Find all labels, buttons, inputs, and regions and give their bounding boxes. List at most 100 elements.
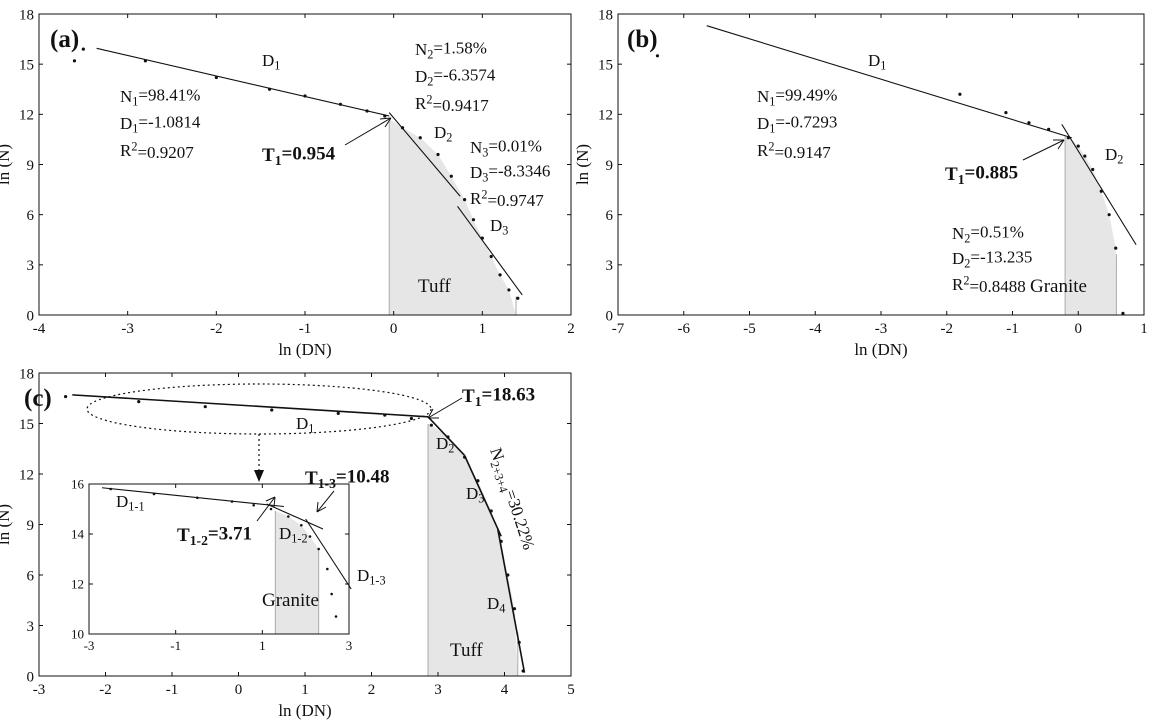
inset-data-point — [109, 487, 112, 491]
panel-b-block1-line2: D1=-0.7293 — [757, 113, 837, 136]
panel-a-data-point — [480, 236, 484, 240]
inset-threshold-1-label: T1-3=10.48 — [305, 466, 390, 491]
panel-a-xtick-label: 0 — [390, 321, 398, 337]
panel-c-ylabel: ln (N) — [0, 504, 13, 545]
inset-rock-label: Granite — [262, 590, 319, 611]
panel-b-d2-label: D2 — [1105, 145, 1123, 167]
panel-c-xtick-label: -1 — [166, 682, 179, 698]
inset-data-point — [317, 547, 320, 551]
panel-c-xtick-label: 0 — [235, 682, 243, 698]
panel-b-ytick-label: 18 — [598, 7, 613, 23]
panel-b-xtick-label: -6 — [678, 321, 691, 337]
panel-c-data-point — [409, 416, 413, 421]
panel-a-data-point — [489, 254, 493, 259]
panel-a-data-point — [449, 174, 453, 178]
panel-b-xtick-label: -5 — [743, 321, 756, 337]
panel-a-data-point — [81, 47, 85, 51]
inset-data-point — [334, 615, 338, 618]
panel-b-data-point — [1099, 189, 1103, 193]
panel-b-ylabel: ln (N) — [573, 144, 592, 185]
inset-threshold-1-arrowhead — [316, 501, 327, 513]
inset-data-point — [330, 592, 333, 596]
panel-a-block2-line1: N2=1.58% — [415, 39, 487, 62]
panel-b-threshold-arrowhead — [1053, 139, 1065, 150]
panel-c-ytick-label: 15 — [19, 417, 34, 433]
inset-shaded-region — [275, 510, 319, 634]
panel-a-data-point — [338, 102, 343, 106]
panel-a-block1-line3: R2=0.9207 — [120, 139, 194, 162]
panel-a-rock-label: Tuff — [418, 276, 451, 297]
panel-b-block1-line1: N1=99.49% — [757, 86, 837, 109]
panel-b-data-point — [1121, 311, 1125, 315]
panel-c-xtick-label: 3 — [434, 682, 442, 698]
panel-b-block2-line3: R2=0.8488 — [952, 273, 1026, 296]
inset-ytick-label: 12 — [71, 577, 84, 592]
panel-c-fit-d2 — [427, 416, 466, 457]
panel-a-d1-label: D1 — [262, 51, 280, 73]
panel-b-ytick-label: 12 — [598, 108, 613, 124]
inset-xtick-label: 3 — [346, 638, 353, 653]
panel-a-ylabel: ln (N) — [0, 144, 13, 185]
inset-fit-d1-1 — [101, 487, 285, 508]
panel-c-ytick-label: 9 — [27, 518, 35, 534]
panel-c-data-point — [203, 405, 207, 409]
panel-b-data-point — [655, 54, 660, 58]
inset-data-point — [326, 567, 329, 571]
panel-a-data-point — [72, 59, 77, 63]
inset-data-point — [308, 535, 312, 538]
panel-c-rock-label: Tuff — [450, 640, 483, 661]
panel-c-ytick-label: 12 — [19, 467, 34, 483]
panel-a-threshold-arrowhead — [379, 117, 392, 128]
panel-c-xtick-label: 1 — [301, 682, 309, 698]
panel-c-data-point — [64, 394, 68, 399]
inset-data-point — [269, 507, 273, 511]
panel-a-d3-label: D3 — [490, 216, 508, 238]
panel-c-data-point — [489, 509, 493, 513]
panel-a-ytick-label: 9 — [27, 158, 35, 174]
panel-c-d1-label: D1 — [296, 414, 314, 436]
inset-data-point — [287, 515, 290, 518]
panel-b-tag: (b) — [627, 26, 658, 53]
panel-a-xtick-label: -3 — [121, 321, 134, 337]
panel-c-threshold-arrowhead — [427, 408, 439, 419]
panel-c-xtick-label: -2 — [99, 682, 112, 698]
panel-c-ytick-label: 18 — [19, 366, 34, 382]
panel-b-data-point — [958, 92, 962, 96]
panel-c-threshold-arrow — [427, 397, 463, 419]
panel-c-xlabel: ln (DN) — [278, 701, 331, 720]
panel-c-ytick-label: 3 — [27, 619, 35, 635]
panel-a-ytick-label: 15 — [19, 57, 34, 73]
panel-c-data-point — [463, 455, 467, 459]
panel-b-d1-label: D1 — [868, 51, 886, 73]
panel-b-threshold-label: T1=0.885 — [945, 162, 1018, 187]
inset-data-point — [196, 496, 199, 500]
panel-c-data-point — [336, 411, 340, 415]
panel-c-data-point — [270, 408, 274, 412]
panel-c-data-point — [476, 479, 480, 483]
panel-a-xtick-label: 1 — [479, 321, 487, 337]
panel-b-xtick-label: -3 — [875, 321, 888, 337]
panel-c-xtick-label: 5 — [567, 682, 575, 698]
panel-c-data-point — [521, 669, 525, 673]
panel-c-data-point — [512, 607, 517, 611]
inset-fit-d1-3 — [305, 518, 352, 590]
panel-a-block2-line2: D2=-6.3574 — [415, 66, 496, 89]
inset-fit-d1-2 — [266, 503, 324, 530]
inset-data-point — [230, 500, 234, 503]
panel-b-xtick-label: -4 — [809, 321, 822, 337]
panel-c-xtick-label: 2 — [368, 682, 376, 698]
panel-c-shaded-region — [428, 424, 518, 676]
panel-a-xtick-label: 2 — [567, 321, 575, 337]
panel-a-data-point — [214, 75, 218, 80]
inset-d13-label: D1-3 — [357, 566, 386, 588]
inset-threshold-2-arrowhead — [265, 496, 276, 508]
panel-a-data-point — [383, 114, 387, 118]
panel-b-xtick-label: 0 — [1075, 321, 1083, 337]
inset-data-point — [300, 523, 303, 527]
panel-a-xtick-label: -1 — [299, 321, 312, 337]
panel-b-data-point — [1091, 167, 1095, 172]
panel-a-fit-d3 — [457, 205, 523, 296]
inset-threshold-2-arrow — [256, 496, 276, 522]
panel-b-data-point — [1083, 154, 1087, 158]
